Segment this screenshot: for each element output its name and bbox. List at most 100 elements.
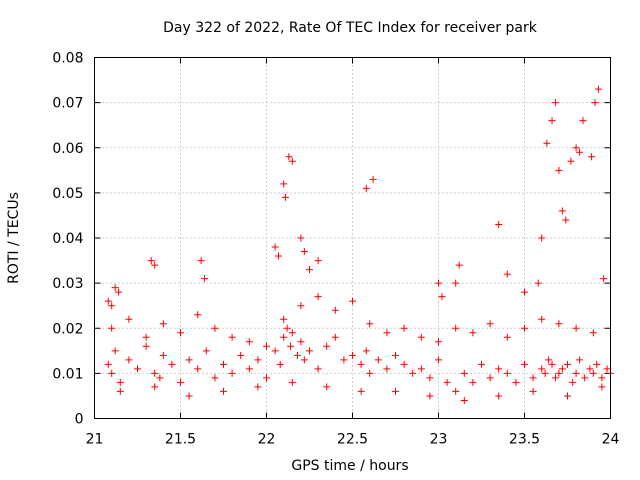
data-point xyxy=(374,356,382,364)
data-point xyxy=(569,378,577,386)
data-point xyxy=(555,320,563,328)
data-point xyxy=(529,374,537,382)
data-point xyxy=(400,324,408,332)
data-point xyxy=(197,257,205,265)
data-point xyxy=(362,184,370,192)
data-point xyxy=(111,347,119,355)
data-point xyxy=(558,365,566,373)
data-point xyxy=(281,193,289,201)
data-point xyxy=(362,347,370,355)
data-point xyxy=(108,369,116,377)
data-point xyxy=(478,360,485,368)
data-point xyxy=(593,360,601,368)
y-tick-label: 0.04 xyxy=(52,231,83,247)
data-point xyxy=(288,157,296,165)
y-tick-label: 0.02 xyxy=(52,321,83,337)
data-point xyxy=(551,374,559,382)
data-point xyxy=(263,342,270,350)
data-point xyxy=(521,360,528,368)
data-point xyxy=(460,369,468,377)
data-point xyxy=(572,144,580,152)
data-point xyxy=(151,261,159,269)
data-point xyxy=(564,392,571,400)
y-tick-labels: 0 0.01 0.02 0.03 0.04 0.05 0.06 0.07 0.08 xyxy=(52,51,83,428)
data-point xyxy=(245,338,253,346)
data-point xyxy=(104,297,112,305)
data-point xyxy=(548,360,556,368)
data-point xyxy=(598,374,606,382)
data-point xyxy=(357,387,365,395)
data-point xyxy=(392,351,399,359)
data-point xyxy=(452,387,460,395)
data-point xyxy=(349,351,356,359)
data-point xyxy=(392,387,399,395)
data-point xyxy=(383,365,391,373)
data-point xyxy=(280,315,288,323)
data-point xyxy=(159,320,167,328)
data-point xyxy=(275,252,283,260)
y-tick-label: 0.07 xyxy=(52,96,83,112)
data-point xyxy=(486,320,494,328)
data-point xyxy=(271,347,279,355)
data-point xyxy=(512,378,520,386)
data-point xyxy=(426,392,434,400)
data-point xyxy=(369,175,377,183)
y-tick-label: 0.06 xyxy=(52,141,83,157)
data-point xyxy=(288,378,296,386)
chart-title: Day 322 of 2022, Rate Of TEC Index for r… xyxy=(163,20,538,36)
data-point xyxy=(435,356,442,364)
data-point xyxy=(300,356,308,364)
data-point xyxy=(156,374,164,382)
data-point xyxy=(357,360,365,368)
data-point xyxy=(125,356,133,364)
data-points xyxy=(104,85,614,404)
data-point xyxy=(548,117,556,125)
data-point xyxy=(588,153,596,161)
data-point xyxy=(586,365,594,373)
data-point xyxy=(245,365,253,373)
data-point xyxy=(589,369,597,377)
x-axis-label: GPS time / hours xyxy=(291,458,408,474)
x-tick-label: 22 xyxy=(258,432,276,448)
data-point xyxy=(572,324,580,332)
data-point xyxy=(306,266,313,274)
data-point xyxy=(108,324,116,332)
data-point xyxy=(293,351,301,359)
x-tick-label: 21 xyxy=(86,432,104,448)
data-point xyxy=(211,374,219,382)
data-point xyxy=(455,261,463,269)
data-point xyxy=(603,365,611,373)
data-point xyxy=(263,374,270,382)
data-point xyxy=(600,275,608,283)
data-point xyxy=(495,365,503,373)
data-point xyxy=(285,153,293,161)
data-point xyxy=(349,297,356,305)
x-tick-label: 23.5 xyxy=(509,432,540,448)
data-point xyxy=(438,293,446,301)
data-point xyxy=(435,279,442,287)
data-point xyxy=(591,99,599,107)
y-tick-label: 0.08 xyxy=(52,51,83,67)
x-tick-labels: 21 21.5 22 22.5 23 23.5 24 xyxy=(86,432,620,448)
data-point xyxy=(443,378,451,386)
data-point xyxy=(194,311,202,319)
data-point xyxy=(168,360,176,368)
data-point xyxy=(400,360,408,368)
data-point xyxy=(486,374,494,382)
data-point xyxy=(125,315,133,323)
data-point xyxy=(104,360,112,368)
data-point xyxy=(426,374,434,382)
data-point xyxy=(283,324,291,332)
data-point xyxy=(551,99,559,107)
data-point xyxy=(237,351,245,359)
data-point xyxy=(538,365,546,373)
data-point xyxy=(435,338,442,346)
data-point xyxy=(220,387,227,395)
data-point xyxy=(564,360,571,368)
data-point xyxy=(116,378,124,386)
data-point xyxy=(558,207,566,215)
data-point xyxy=(495,220,503,228)
data-point xyxy=(300,248,308,256)
data-point xyxy=(228,333,236,341)
